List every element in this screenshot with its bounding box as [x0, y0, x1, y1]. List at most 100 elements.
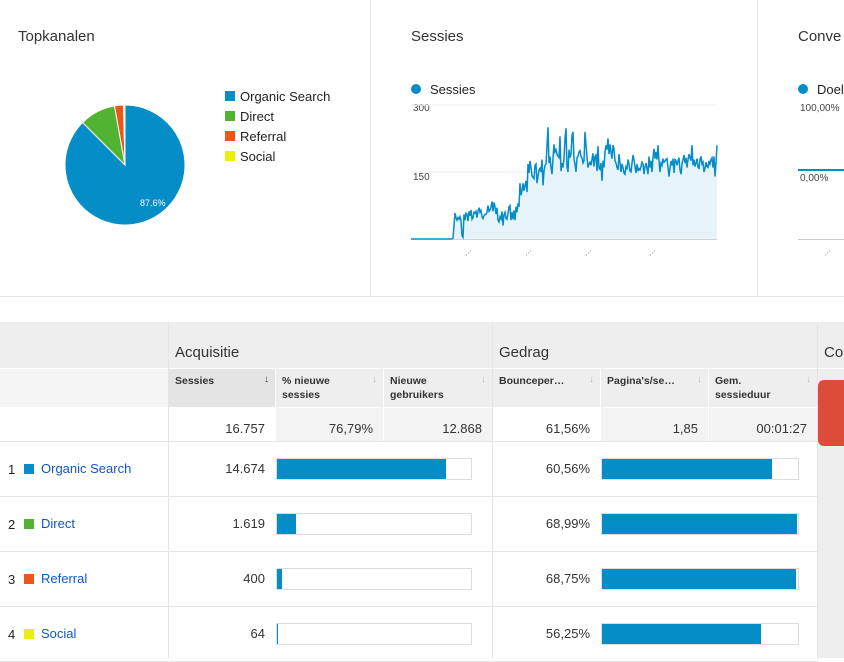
sessions-share-fill — [277, 569, 282, 589]
direct-swatch — [225, 111, 235, 121]
conversions-line — [798, 169, 844, 171]
sort-icon[interactable]: ↓ — [806, 374, 811, 385]
sessions-share-fill — [277, 459, 447, 479]
row-index: 4 — [8, 627, 16, 642]
row-sessions: 64 — [250, 626, 265, 641]
conversions-legend-dot — [798, 84, 808, 94]
col-header-label: % nieuwe sessies — [282, 375, 330, 401]
x-tick-label: ... — [819, 244, 834, 259]
col-header-sessions[interactable]: Sessies ↓ — [169, 369, 275, 407]
top-channels-panel: Topkanalen 87.6% Organic Search Direct R… — [0, 0, 370, 296]
legend-label: Social — [240, 148, 276, 164]
y-tick-label: 0,00% — [800, 173, 829, 184]
total-sessions: 16.757 — [225, 421, 265, 436]
channel-link[interactable]: Social — [41, 626, 77, 641]
channel-table: Acquisitie Gedrag Co Sessies ↓ % nieuwe s… — [0, 322, 844, 662]
col-header-bounce[interactable]: Bounceper… ↓ — [493, 369, 600, 407]
group-acquisition: Acquisitie — [169, 322, 492, 368]
col-divider — [817, 322, 818, 658]
section-divider — [0, 296, 844, 297]
col-header-label: Pagina's/se… — [607, 375, 675, 387]
total-pct-new: 76,79% — [276, 408, 383, 441]
col-divider — [492, 322, 493, 658]
total-bounce: 61,56% — [545, 421, 590, 436]
organic-swatch — [225, 91, 235, 101]
col-header-pages[interactable]: Pagina's/se… ↓ — [601, 369, 708, 407]
channel-link[interactable]: Referral — [41, 571, 88, 586]
pie-slice-social[interactable] — [122, 104, 126, 166]
channels-legend: Organic Search Direct Referral Social — [225, 86, 330, 166]
sessions-series-line[interactable] — [411, 127, 718, 240]
sort-desc-icon[interactable]: ↓ — [264, 374, 269, 385]
legend-item-organic[interactable]: Organic Search — [225, 86, 330, 106]
group-behavior: Gedrag — [493, 322, 817, 368]
channel-link[interactable]: Organic Search — [41, 461, 132, 476]
col-header-duration[interactable]: Gem. sessieduur ↓ — [709, 369, 817, 407]
row-sessions: 1.619 — [232, 516, 265, 531]
sessions-share-bar — [276, 568, 472, 590]
pages-bar — [601, 623, 799, 645]
conversions-legend[interactable]: Doel — [798, 79, 844, 99]
legend-label: Referral — [240, 128, 287, 144]
col-header-label: Sessies — [175, 375, 215, 387]
y-tick-label: 150 — [413, 172, 430, 183]
sessions-share-bar — [276, 623, 472, 645]
row-divider — [0, 441, 818, 442]
top-channels-title: Topkanalen — [18, 28, 95, 45]
row-index: 3 — [8, 572, 16, 587]
channel-swatch — [24, 464, 34, 474]
row-bounce: 60,56% — [545, 461, 590, 476]
conversions-axis — [798, 239, 844, 240]
conversions-title: Conve — [798, 28, 842, 45]
channel-swatch — [24, 574, 34, 584]
row-sessions: 400 — [243, 571, 265, 586]
referral-swatch — [225, 131, 235, 141]
pie-slice-label: 87.6% — [140, 198, 166, 208]
col-header-pct-new[interactable]: % nieuwe sessies ↓ — [276, 369, 383, 407]
pages-bar-fill — [602, 514, 798, 534]
sessions-share-fill — [277, 514, 296, 534]
group-conversions: Co — [818, 322, 844, 368]
sessions-legend-dot — [411, 84, 421, 94]
legend-label: Sessies — [430, 81, 476, 97]
row-bounce: 68,75% — [545, 571, 590, 586]
sort-icon[interactable]: ↓ — [589, 374, 594, 385]
y-tick-label: 300 — [413, 103, 430, 114]
legend-label: Direct — [240, 108, 274, 124]
conversion-badge — [818, 380, 844, 446]
sessions-share-fill — [277, 624, 278, 644]
pages-bar-fill — [602, 569, 797, 589]
y-tick-label: 100,00% — [800, 103, 840, 114]
pages-bar — [601, 513, 799, 535]
conversions-panel: Conve Doel 100,00% 0,00% ... — [758, 0, 844, 296]
sessions-legend[interactable]: Sessies — [411, 79, 476, 99]
pages-bar-fill — [602, 459, 772, 479]
sort-icon[interactable]: ↓ — [697, 374, 702, 385]
col-header-new-users[interactable]: Nieuwe gebruikers ↓ — [384, 369, 492, 407]
legend-label: Organic Search — [240, 88, 331, 104]
channel-link[interactable]: Direct — [41, 516, 75, 531]
sessions-line-chart[interactable] — [409, 95, 719, 265]
sort-icon[interactable]: ↓ — [372, 374, 377, 385]
sort-icon[interactable]: ↓ — [481, 374, 486, 385]
total-pages: 1,85 — [601, 408, 708, 441]
sessions-share-bar — [276, 513, 472, 535]
legend-item-direct[interactable]: Direct — [225, 106, 330, 126]
channels-pie-chart[interactable]: 87.6% — [55, 95, 195, 235]
row-index: 1 — [8, 462, 16, 477]
pages-bar — [601, 458, 799, 480]
pages-bar-fill — [602, 624, 761, 644]
channel-swatch — [24, 629, 34, 639]
legend-item-referral[interactable]: Referral — [225, 126, 330, 146]
sessions-title: Sessies — [411, 28, 464, 45]
social-swatch — [225, 151, 235, 161]
col-header-label: Nieuwe gebruikers — [390, 375, 444, 401]
panel-divider — [370, 0, 371, 296]
row-divider — [0, 496, 818, 497]
sessions-share-bar — [276, 458, 472, 480]
legend-label: Doel — [817, 81, 844, 97]
row-sessions: 14.674 — [225, 461, 265, 476]
channel-swatch — [24, 519, 34, 529]
row-bounce: 68,99% — [545, 516, 590, 531]
legend-item-social[interactable]: Social — [225, 146, 330, 166]
